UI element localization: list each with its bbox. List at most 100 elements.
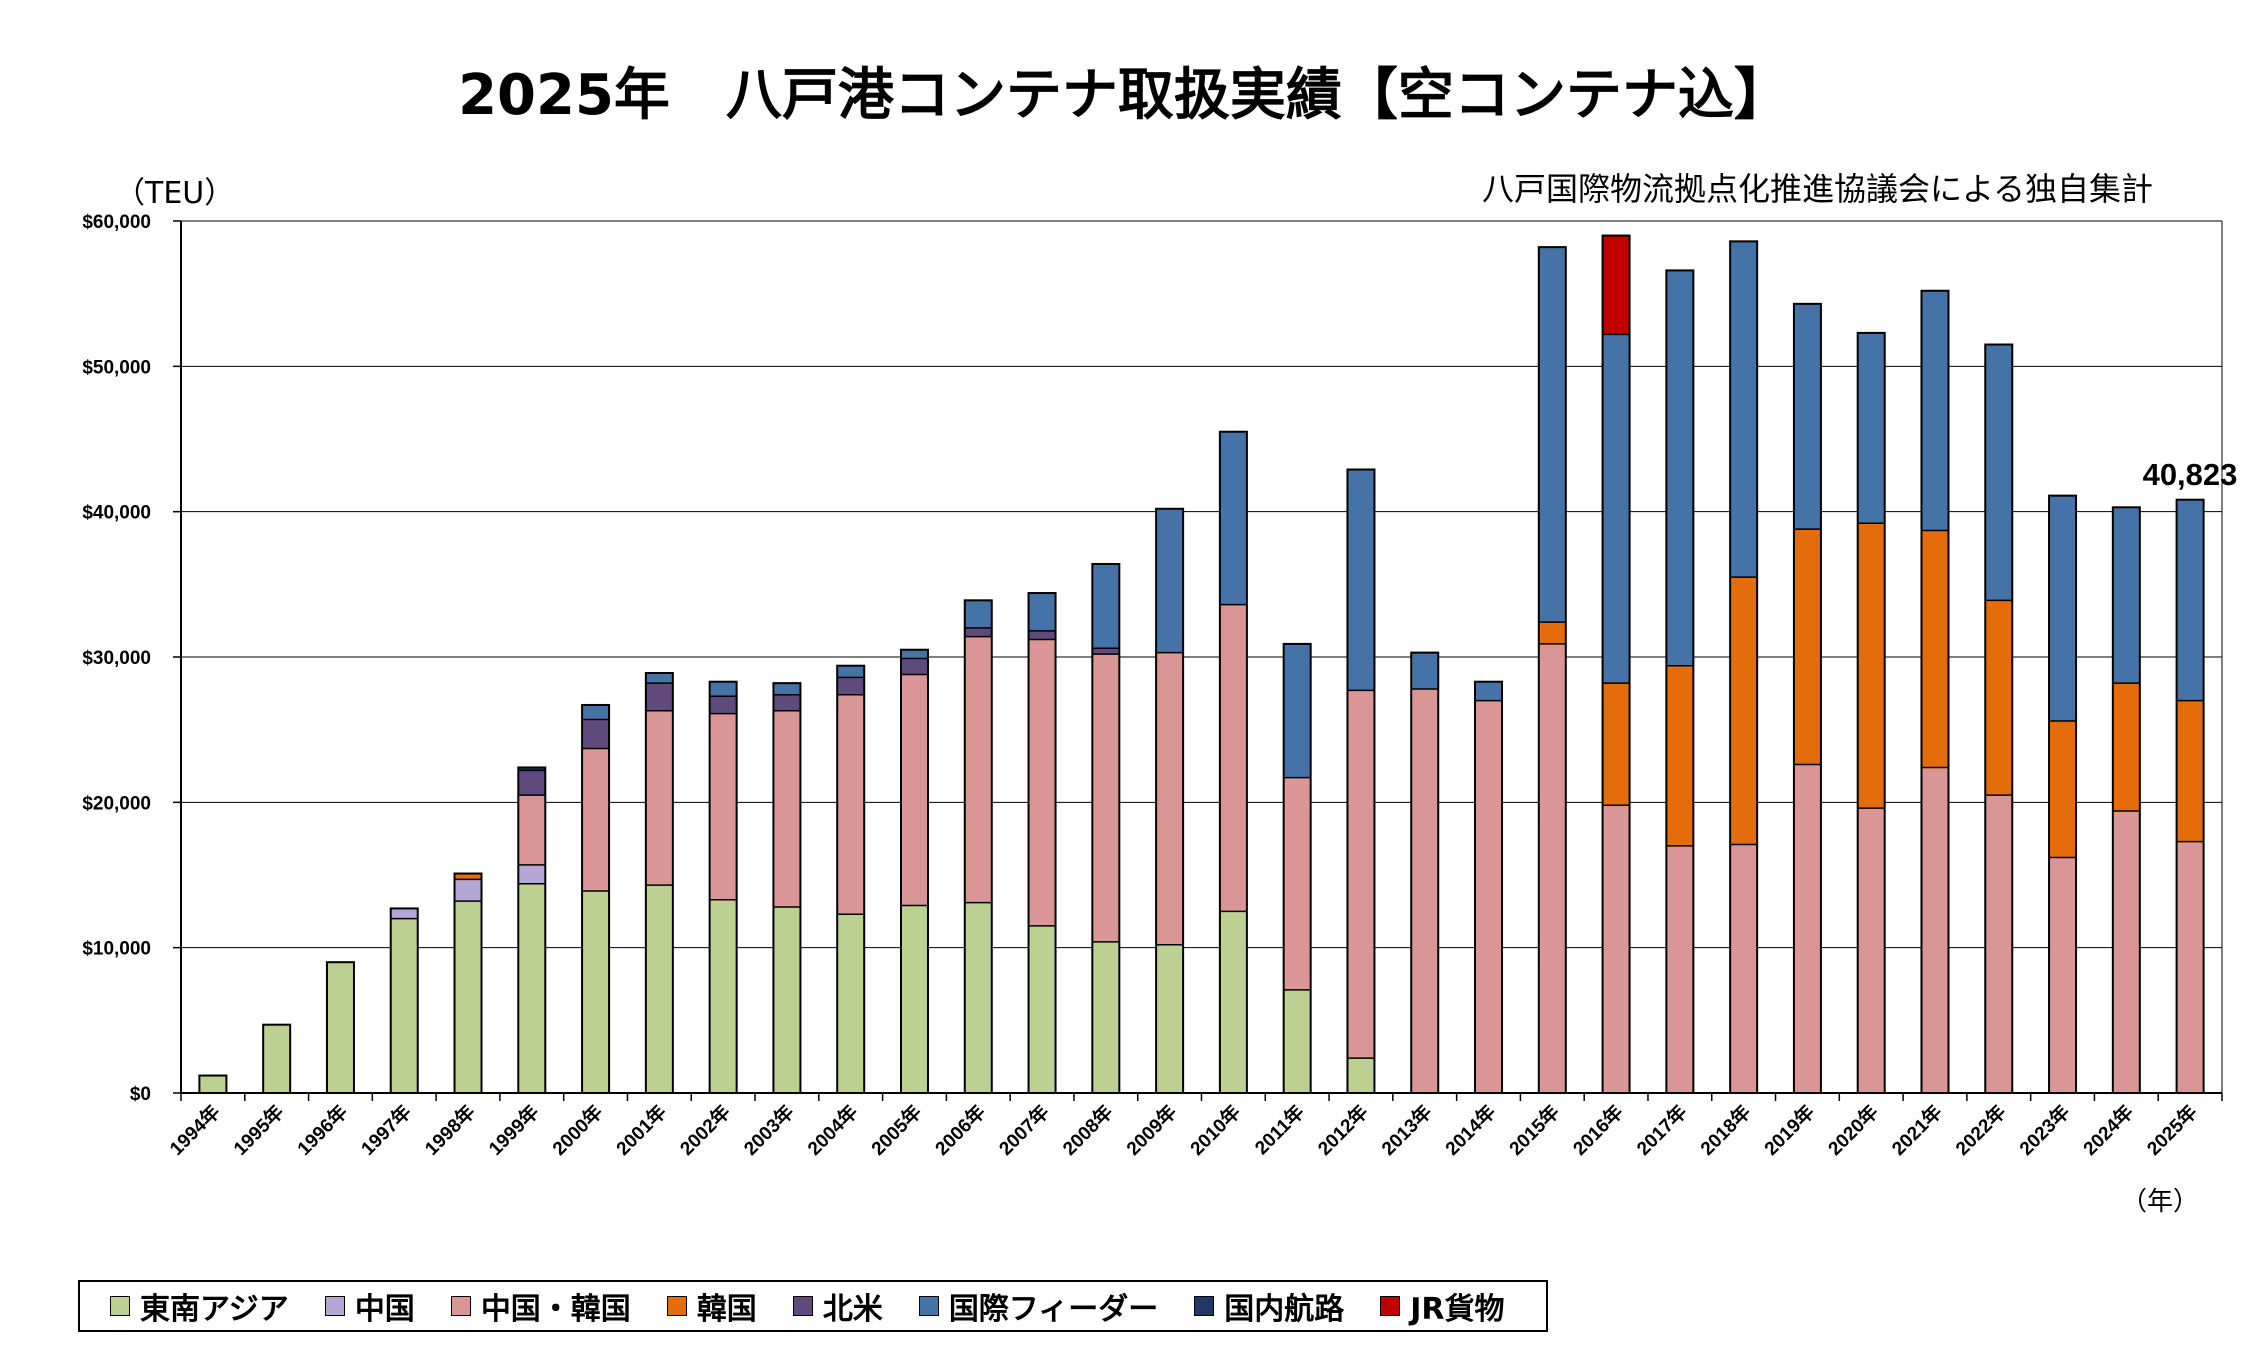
bar-segment-中国・韓国: [1156, 652, 1184, 945]
bar-stack-2020年: [1856, 331, 1886, 1094]
bar-stack-1999年: [517, 766, 547, 1094]
bar-segment-北米: [645, 683, 673, 711]
legend-label: 中国: [354, 1292, 415, 1327]
bar-segment-中国・韓国: [645, 710, 673, 886]
legend-label: 中国・韓国: [480, 1292, 631, 1327]
y-tick-label: $30,000: [82, 648, 151, 669]
bar-segment-中国・韓国: [1793, 764, 1821, 1093]
x-tick-label: 2008年: [1058, 1100, 1118, 1160]
bar-segment-中国・韓国: [773, 710, 801, 907]
bar-segment-中国・韓国: [1411, 688, 1439, 1093]
bar-segment-中国・韓国: [964, 636, 992, 903]
x-tick-label: 2022年: [1951, 1100, 2011, 1160]
bar-segment-国際フィーダー: [1857, 332, 1885, 524]
bar-segment-国際フィーダー: [1985, 344, 2013, 601]
x-tick-label: 2001年: [611, 1100, 671, 1160]
x-tick-labels: 1994年 1995年 1996年 1997年 1998年 1999年 2000年 2001年…: [165, 1100, 2202, 1160]
bar-stack-2021年: [1920, 289, 1950, 1094]
x-tick-label: 1999年: [484, 1100, 544, 1160]
bar-segment-韓国: [1666, 665, 1694, 846]
x-tick-label: 1997年: [356, 1100, 416, 1160]
x-tick-label: 2009年: [1122, 1100, 1182, 1160]
bar-stack-2008年: [1091, 562, 1121, 1094]
bar-segment-中国・韓国: [2176, 841, 2204, 1093]
x-tick-label: 2005年: [866, 1100, 926, 1160]
bar-segment-中国・韓国: [1092, 654, 1120, 942]
x-tick-label: 2025年: [2142, 1100, 2202, 1160]
bar-segment-中国・韓国: [1475, 700, 1503, 1093]
bar-segment-東南アジア: [645, 885, 673, 1093]
bar-segment-韓国: [2049, 720, 2077, 858]
bar-segment-韓国: [1857, 523, 1885, 809]
bar-stack-2007年: [1027, 592, 1057, 1094]
legend-swatch: [918, 1296, 939, 1316]
bar-segment-北米: [1092, 648, 1120, 655]
bar-stack-2017年: [1665, 269, 1695, 1094]
bar-segment-国際フィーダー: [837, 665, 865, 678]
bar-stack-1998年: [453, 872, 483, 1095]
bar-stack-2002年: [708, 680, 738, 1094]
last-total-annotation: 40,823: [2143, 457, 2238, 492]
legend: 東南アジア 中国 中国・韓国 韓国 北米 国際フィーダー 国内航路 JR貨物: [78, 1280, 1548, 1332]
bar-stack-2023年: [2048, 494, 2078, 1094]
bar-segment-中国・韓国: [518, 795, 546, 865]
bar-segment-中国: [518, 864, 546, 884]
bar-segment-中国・韓国: [1985, 795, 2013, 1093]
bar-segment-北米: [964, 627, 992, 637]
legend-item: 韓国: [666, 1284, 757, 1328]
y-unit-label: （TEU）: [115, 176, 235, 211]
bar-segment-東南アジア: [1028, 925, 1056, 1093]
bar-segment-国際フィーダー: [1666, 270, 1694, 666]
bar-stack-2001年: [644, 671, 674, 1095]
x-tick-label: 2019年: [1759, 1100, 1819, 1160]
bars: [198, 234, 2205, 1095]
x-tick-label: 2023年: [2014, 1100, 2074, 1160]
bar-segment-韓国: [1921, 530, 1949, 768]
y-tick-label: $60,000: [82, 212, 151, 233]
bar-segment-国内航路: [518, 767, 546, 771]
x-tick-label: 1998年: [420, 1100, 480, 1160]
bar-segment-東南アジア: [390, 918, 418, 1093]
bar-stack-2010年: [1218, 430, 1248, 1094]
bar-stack-2018年: [1729, 240, 1759, 1094]
bar-segment-国際フィーダー: [1602, 334, 1630, 684]
bar-segment-北米: [1028, 630, 1056, 640]
x-tick-label: 2020年: [1823, 1100, 1883, 1160]
bar-segment-中国・韓国: [2049, 857, 2077, 1093]
bar-segment-国際フィーダー: [964, 600, 992, 628]
bar-segment-東南アジア: [263, 1024, 291, 1093]
legend-label: 韓国: [696, 1292, 757, 1327]
legend-item: 国際フィーダー: [918, 1284, 1159, 1328]
bar-segment-国際フィーダー: [900, 649, 928, 659]
bar-segment-国際フィーダー: [709, 681, 737, 697]
bar-segment-東南アジア: [1283, 989, 1311, 1093]
bar-segment-国際フィーダー: [1538, 247, 1566, 623]
bar-segment-韓国: [2112, 683, 2140, 812]
x-tick-label: 2003年: [739, 1100, 799, 1160]
legend-label: 東南アジア: [140, 1292, 289, 1327]
bar-stack-2016年: [1601, 234, 1631, 1095]
bar-segment-中国・韓国: [1921, 767, 1949, 1093]
bar-segment-北米: [900, 658, 928, 675]
bar-stack-1997年: [389, 907, 419, 1095]
bar-segment-国際フィーダー: [1092, 563, 1120, 649]
bar-segment-国際フィーダー: [1283, 643, 1311, 778]
y-tick-labels: $0 $10,000 $20,000 $30,000 $40,000 $50,000 $60…: [82, 212, 151, 1105]
bar-stack-2006年: [963, 599, 993, 1094]
y-tick-label: $0: [130, 1084, 151, 1105]
bar-segment-東南アジア: [900, 905, 928, 1093]
bar-stack-2011年: [1282, 642, 1312, 1094]
bar-segment-韓国: [1602, 683, 1630, 806]
bar-segment-国際フィーダー: [2112, 507, 2140, 684]
bar-segment-中国・韓国: [1219, 604, 1247, 912]
gridlines: [181, 220, 2222, 949]
bar-segment-中国・韓国: [709, 713, 737, 900]
legend-label: 国際フィーダー: [948, 1292, 1159, 1327]
x-tick-label: 1995年: [229, 1100, 289, 1160]
bar-segment-中国・韓国: [1602, 805, 1630, 1093]
bar-stack-2009年: [1155, 507, 1185, 1094]
bar-segment-国際フィーダー: [1730, 241, 1758, 578]
bar-stack-2022年: [1984, 343, 2014, 1094]
bar-segment-東南アジア: [773, 906, 801, 1093]
x-tick-label: 1994年: [165, 1100, 225, 1160]
